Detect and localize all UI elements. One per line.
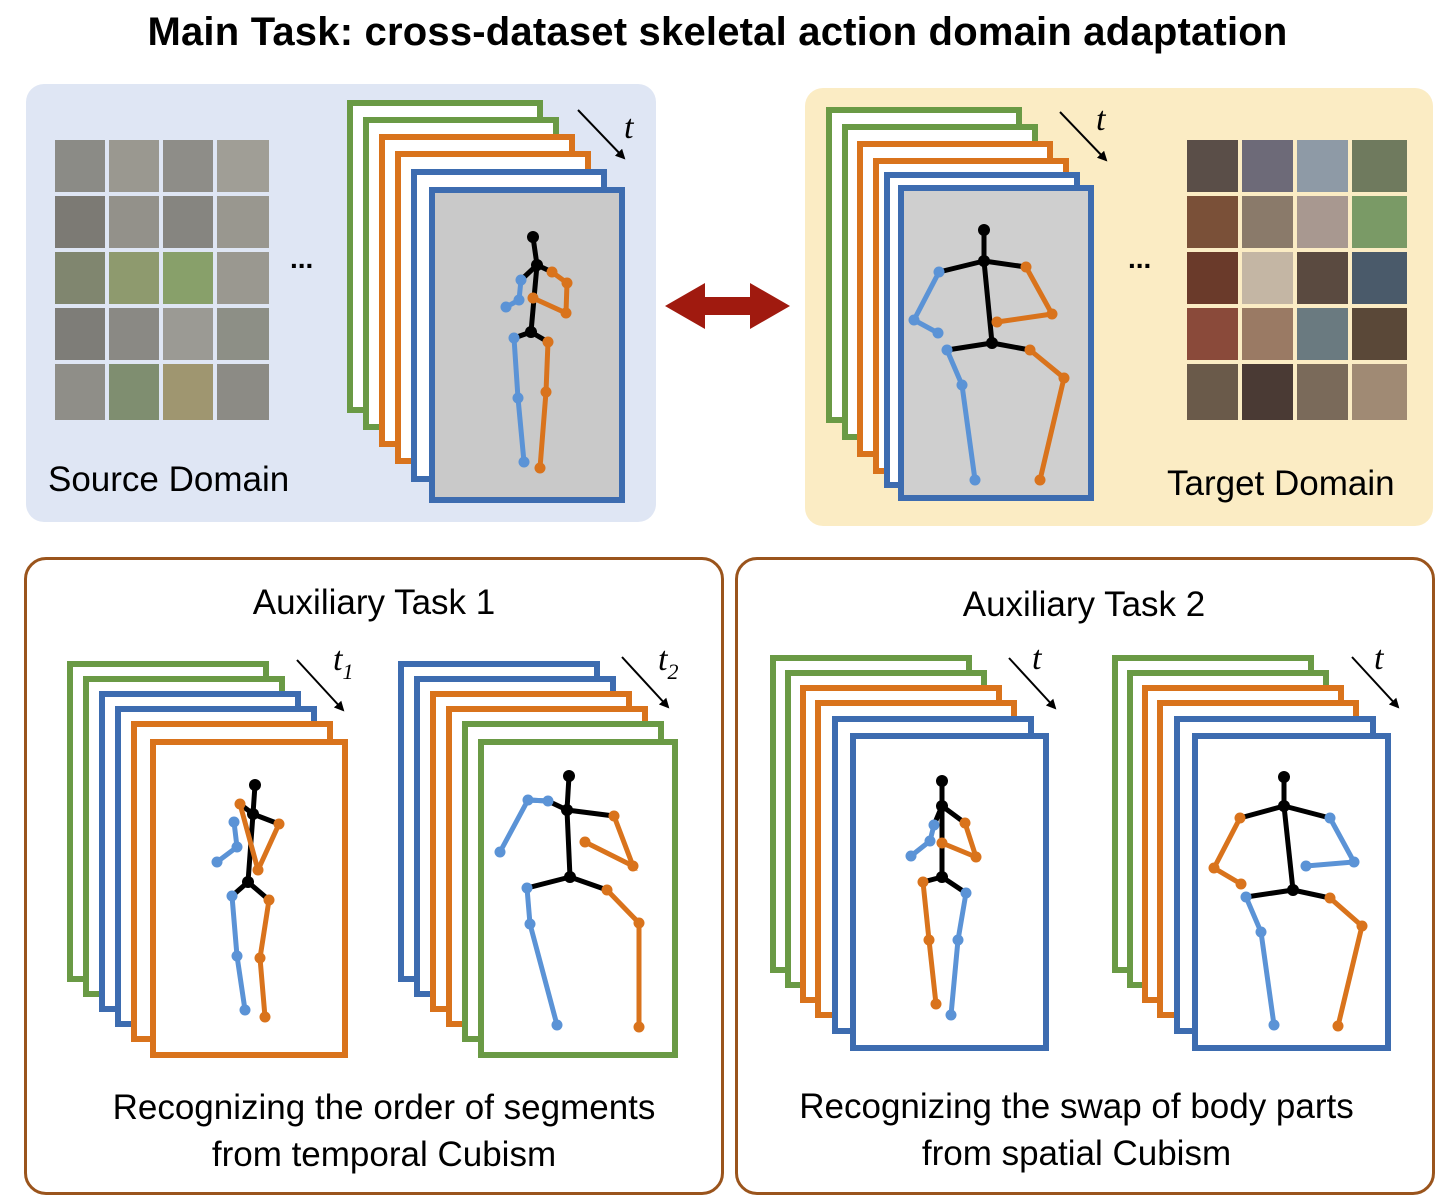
aux1-time-arrow-b [621,656,670,709]
aux2-time-label-a: t [1032,640,1043,677]
target-domain-label: Target Domain [1167,464,1395,503]
aux2-time-arrow-a [1008,657,1057,710]
main-title: Main Task: cross-dataset skeletal action… [147,10,1288,54]
aux2-caption: Recognizing the swap of body parts from … [735,1083,1418,1177]
aux2-time-label-b: t [1374,640,1385,677]
source-time-arrow [577,109,626,160]
aux2-time-arrow-b [1351,656,1400,709]
target-time-arrow [1059,111,1108,162]
aux2-title: Auxiliary Task 2 [962,585,1206,624]
aux1-time-label-a: t1 [333,641,353,684]
target-image-grid [1187,140,1407,420]
source-image-grid [55,140,269,420]
target-time-label: t [1096,101,1107,138]
aux2-skeleton-a [905,775,982,1021]
source-ellipsis: ... [290,243,313,274]
source-frame-stack [347,100,625,503]
aux2-caption-line-2: from spatial Cubism [921,1134,1232,1173]
source-skeleton [500,231,573,474]
aux1-caption-line-2: from temporal Cubism [211,1135,557,1174]
aux2-frame-stack-a [770,655,1049,1051]
aux2-frame-stack-b [1112,655,1391,1051]
target-skeleton [908,224,1070,486]
aux2-caption-line-1: Recognizing the swap of body parts [799,1087,1354,1126]
aux1-time-arrow-a [296,659,345,712]
domain-adaptation-double-arrow [665,283,790,329]
aux1-skeleton-b [494,770,645,1033]
target-ellipsis: ... [1128,243,1151,274]
aux1-caption-line-1: Recognizing the order of segments [112,1088,656,1127]
source-domain-label: Source Domain [48,460,290,499]
aux1-frame-stack-a [67,661,348,1058]
aux1-caption: Recognizing the order of segments from t… [24,1084,744,1178]
aux1-skeleton-a [211,779,285,1023]
aux2-skeleton-b [1208,771,1368,1032]
source-time-label: t [624,109,635,146]
aux1-title: Auxiliary Task 1 [252,583,496,622]
aux1-frame-stack-b [398,661,678,1058]
aux1-time-label-b: t2 [658,641,678,684]
